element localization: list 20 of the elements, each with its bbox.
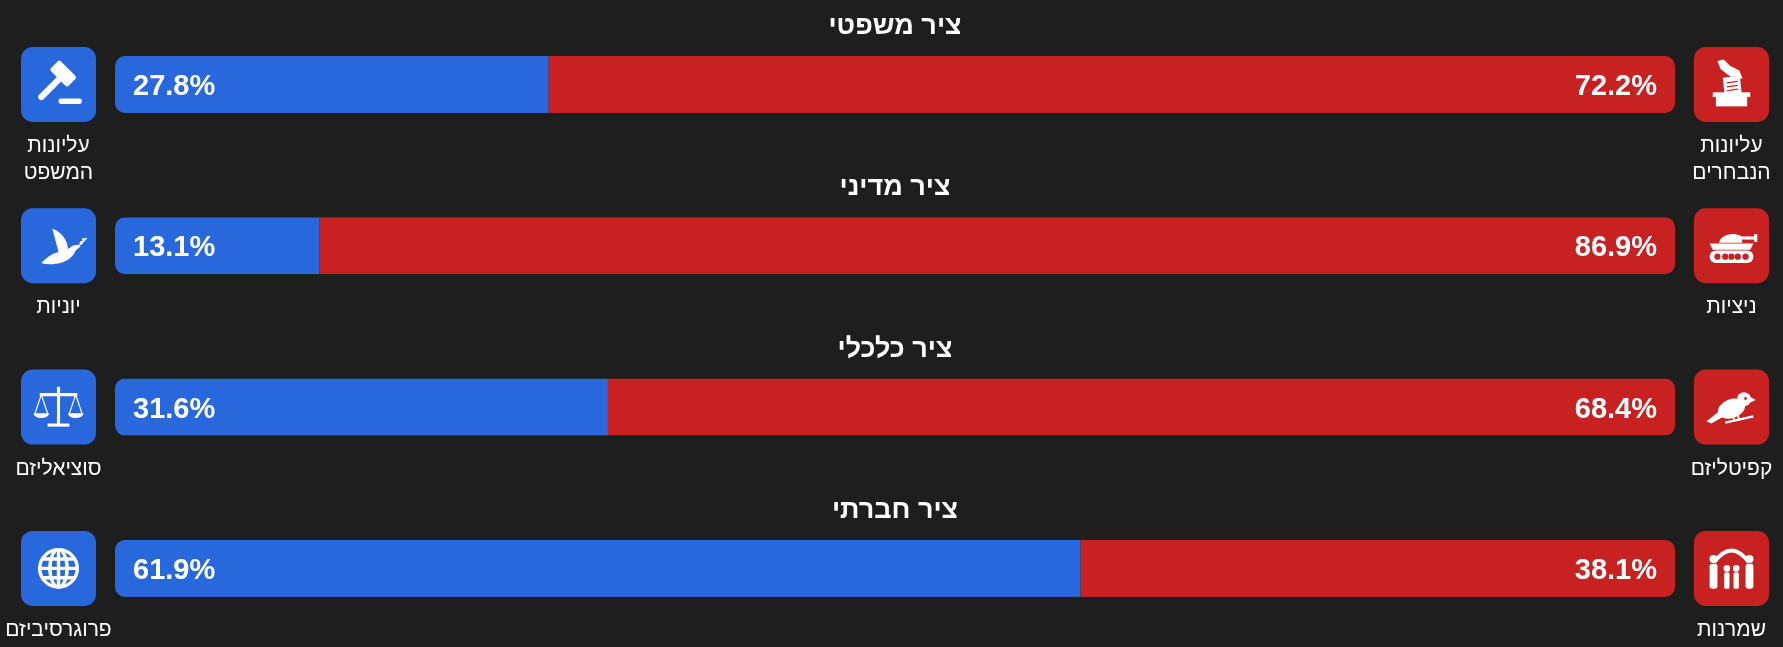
series-label: עליונות המשפט bbox=[23, 133, 94, 183]
series-label: עליונות הנבחרים bbox=[1692, 133, 1771, 183]
chart-title: ציר מדיני bbox=[839, 171, 951, 202]
series-label: שמרנות bbox=[1696, 616, 1767, 640]
chart-title: ציר משפטי bbox=[828, 10, 962, 40]
data-label: 61.9% bbox=[133, 552, 216, 585]
data-label: 27.8% bbox=[133, 68, 216, 101]
data-label: 68.4% bbox=[1574, 391, 1658, 424]
data-label: 72.2% bbox=[1574, 68, 1658, 101]
series-label: סוציאליזם bbox=[15, 455, 102, 479]
data-label: 86.9% bbox=[1574, 230, 1658, 263]
series-label: קפיטליזם bbox=[1690, 455, 1773, 479]
series-label: פרוגרסיביזם bbox=[5, 616, 112, 640]
data-label: 38.1% bbox=[1574, 552, 1658, 585]
series-label: ניציות bbox=[1706, 294, 1757, 318]
chart-title: ציר חברתי bbox=[831, 493, 959, 524]
data-label: 13.1% bbox=[133, 230, 216, 263]
series-label: יוניות bbox=[36, 294, 81, 318]
chart-title: ציר כלכלי bbox=[837, 332, 953, 363]
data-label: 31.6% bbox=[133, 391, 216, 424]
